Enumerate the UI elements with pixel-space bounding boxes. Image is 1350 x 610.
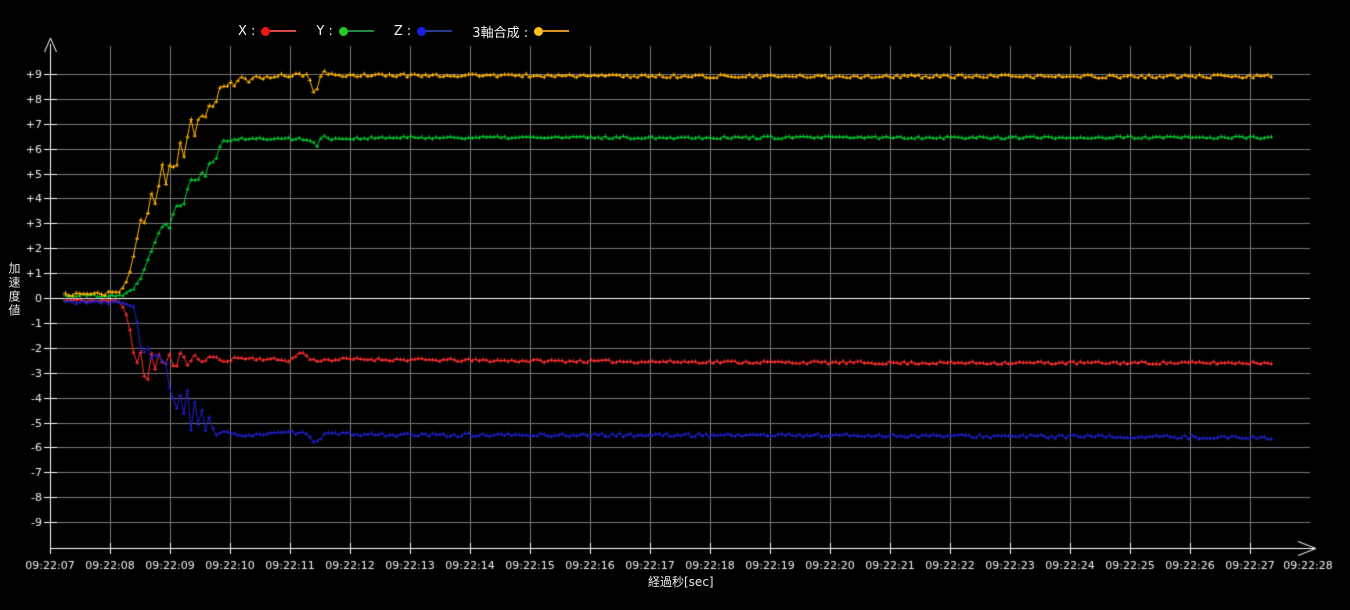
legend-item-composite: 3軸合成 : xyxy=(472,23,570,41)
legend-label-z: Z : xyxy=(393,23,412,39)
legend: X : Y : Z : 3軸合成 : xyxy=(238,23,570,41)
legend-item-z: Z : xyxy=(393,23,453,39)
y-axis-title: 加速度値 xyxy=(7,262,21,318)
legend-label-y: Y : xyxy=(316,23,333,39)
legend-item-x: X : xyxy=(238,23,297,39)
legend-marker-z-icon xyxy=(417,26,427,36)
legend-marker-y-icon xyxy=(338,26,348,36)
legend-marker-x-icon xyxy=(261,26,271,36)
legend-label-composite: 3軸合成 : xyxy=(472,25,529,41)
legend-marker-composite-icon xyxy=(534,26,544,36)
legend-line-y-icon xyxy=(347,30,374,32)
x-axis-title: 経過秒[sec] xyxy=(648,575,714,589)
legend-item-y: Y : xyxy=(316,23,374,39)
legend-line-composite-icon xyxy=(543,30,570,32)
legend-line-x-icon xyxy=(270,30,297,32)
legend-line-z-icon xyxy=(426,30,453,32)
legend-label-x: X : xyxy=(238,23,256,39)
